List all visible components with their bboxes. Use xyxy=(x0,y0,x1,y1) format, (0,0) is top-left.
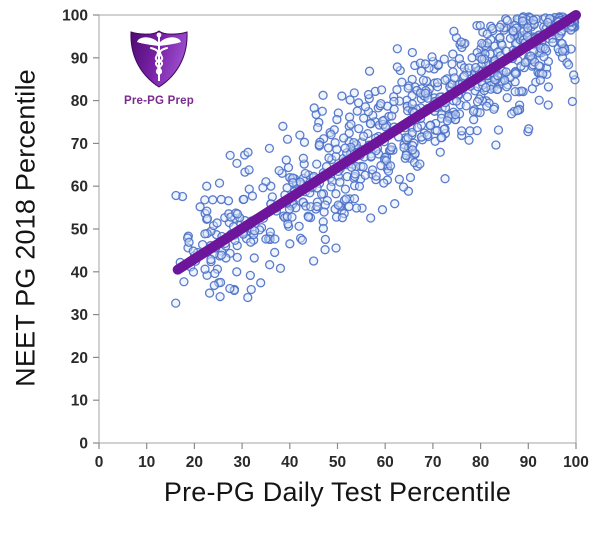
y-tick-label: 0 xyxy=(79,436,88,453)
x-tick-label: 90 xyxy=(520,454,537,471)
scatter-points xyxy=(171,12,580,308)
y-tick-label: 90 xyxy=(71,50,88,67)
caduceus-shield-icon xyxy=(130,30,188,88)
trend-line xyxy=(172,10,581,275)
y-axis-ticks: 0 10 20 30 40 50 60 70 80 90 100 xyxy=(62,8,99,453)
y-tick-label: 10 xyxy=(71,393,88,410)
x-tick-label: 40 xyxy=(281,454,298,471)
x-tick-label: 50 xyxy=(329,454,346,471)
logo-text: Pre-PG Prep xyxy=(124,95,194,107)
x-tick-label: 60 xyxy=(377,454,394,471)
x-tick-label: 70 xyxy=(424,454,441,471)
y-tick-label: 80 xyxy=(71,93,88,110)
y-tick-label: 30 xyxy=(71,307,88,324)
y-tick-label: 70 xyxy=(71,136,88,153)
y-tick-label: 60 xyxy=(71,179,88,196)
y-tick-label: 100 xyxy=(62,8,88,25)
y-tick-label: 40 xyxy=(71,264,88,281)
y-tick-label: 20 xyxy=(71,350,88,367)
logo: Pre-PG Prep xyxy=(124,27,194,107)
x-tick-label: 100 xyxy=(563,454,589,471)
x-axis-ticks: 0 10 20 30 40 50 60 70 80 90 100 xyxy=(95,443,589,471)
x-axis-title: Pre-PG Daily Test Percentile xyxy=(163,477,512,507)
x-tick-label: 30 xyxy=(233,454,250,471)
x-tick-label: 80 xyxy=(472,454,489,471)
y-tick-label: 50 xyxy=(71,222,88,239)
x-tick-label: 0 xyxy=(95,454,104,471)
x-tick-label: 10 xyxy=(138,454,155,471)
x-tick-label: 20 xyxy=(186,454,203,471)
y-axis-title: NEET PG 2018 Percentile xyxy=(10,69,41,387)
